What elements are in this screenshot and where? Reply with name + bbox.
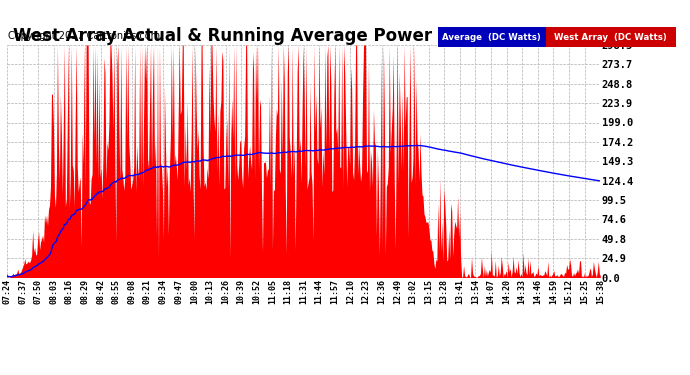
Text: Average  (DC Watts): Average (DC Watts) — [442, 33, 541, 42]
Text: West Array  (DC Watts): West Array (DC Watts) — [554, 33, 667, 42]
Bar — [546, 27, 676, 47]
Title: West Array Actual & Running Average Power Mon Dec 4 15:51: West Array Actual & Running Average Powe… — [13, 27, 594, 45]
Bar — [438, 27, 546, 47]
Text: Copyright 2017 Cartronics.com: Copyright 2017 Cartronics.com — [8, 32, 160, 41]
